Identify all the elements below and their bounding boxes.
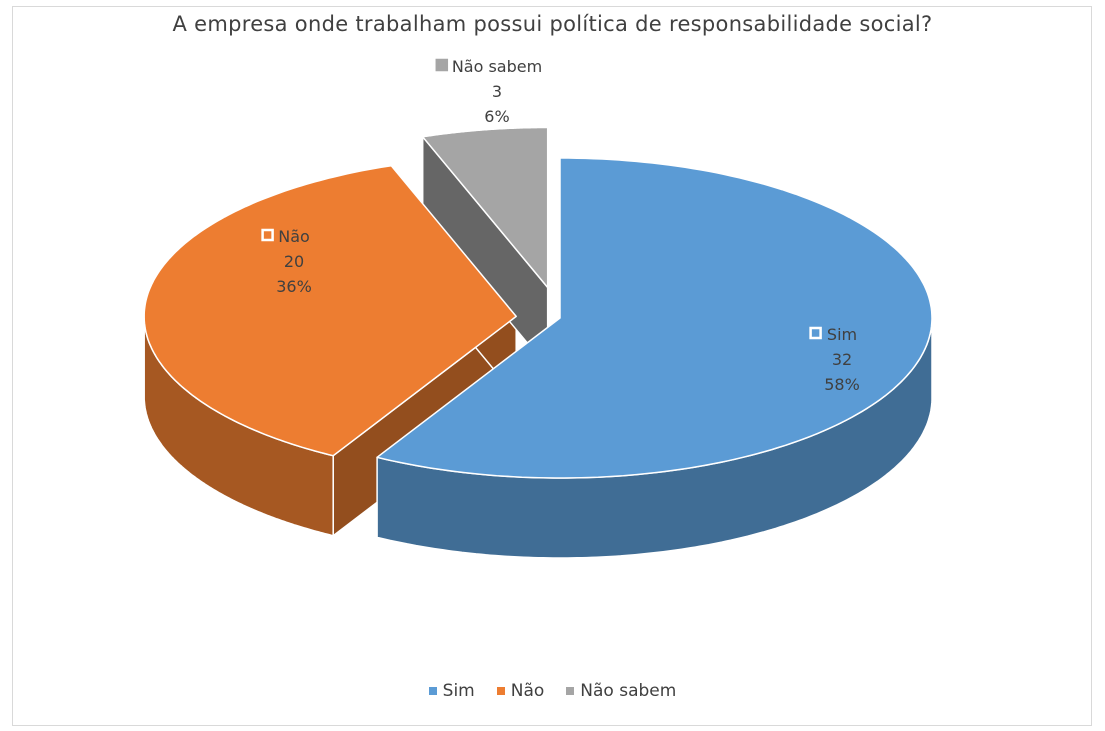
slice-sim	[376, 157, 933, 479]
data-label-sim-category: Sim	[827, 325, 857, 344]
legend-label-sim: Sim	[442, 681, 475, 701]
data-label-sim-value: 32	[832, 350, 852, 369]
data-label-nao-value: 20	[284, 252, 304, 271]
legend-item-nao: Não	[496, 681, 545, 701]
data-label-nao-percent: 36%	[276, 277, 312, 296]
slice-nao	[143, 164, 517, 457]
legend: Sim Não Não sabem	[0, 681, 1105, 701]
data-label-nao-category: Não	[278, 227, 310, 246]
legend-item-sim: Sim	[428, 681, 475, 701]
slice-nao-sabem	[421, 126, 549, 289]
data-label-nao-sabem-category: Não sabem	[452, 57, 542, 76]
data-label-key-sim	[809, 326, 822, 340]
legend-swatch-sim	[428, 687, 437, 695]
data-label-nao-sabem-value: 3	[492, 82, 502, 101]
data-label-key-nao	[261, 228, 274, 242]
legend-swatch-nao-sabem	[566, 687, 575, 695]
legend-item-nao-sabem: Não sabem	[566, 681, 676, 701]
legend-label-nao: Não	[510, 681, 545, 701]
chart-title: A empresa onde trabalham possui política…	[172, 12, 933, 36]
data-label-sim-percent: 58%	[824, 375, 860, 394]
legend-swatch-nao	[496, 687, 505, 695]
data-label-key-nao-sabem	[435, 58, 449, 72]
data-label-nao-sabem-percent: 6%	[484, 107, 509, 126]
legend-label-nao-sabem: Não sabem	[580, 681, 677, 701]
